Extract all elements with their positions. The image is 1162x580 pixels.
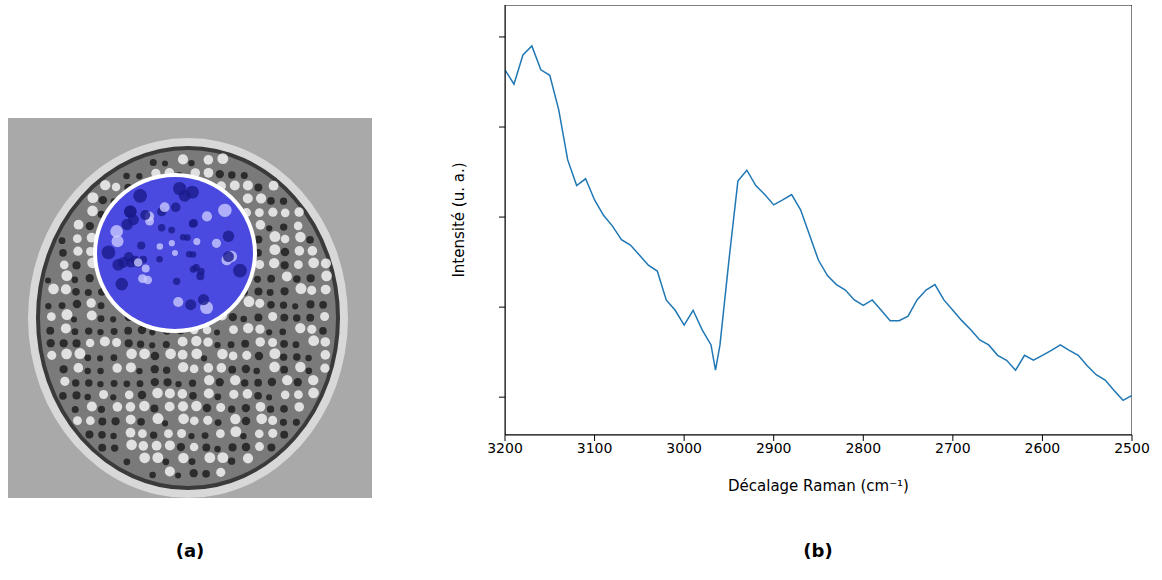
svg-text:2700: 2700 [935,440,971,456]
svg-text:3200: 3200 [487,440,523,456]
svg-text:3100: 3100 [577,440,613,456]
svg-text:Décalage Raman (cm⁻¹): Décalage Raman (cm⁻¹) [728,477,909,495]
svg-text:2600: 2600 [1025,440,1061,456]
svg-text:Intensité (u. a.): Intensité (u. a.) [450,162,468,277]
svg-text:2500: 2500 [1114,440,1150,456]
html-text:(a): (a) [175,540,205,561]
svg-text:3000: 3000 [666,440,702,456]
svg-text:2800: 2800 [845,440,881,456]
svg-text:2900: 2900 [756,440,792,456]
html-text:(b): (b) [803,540,833,561]
